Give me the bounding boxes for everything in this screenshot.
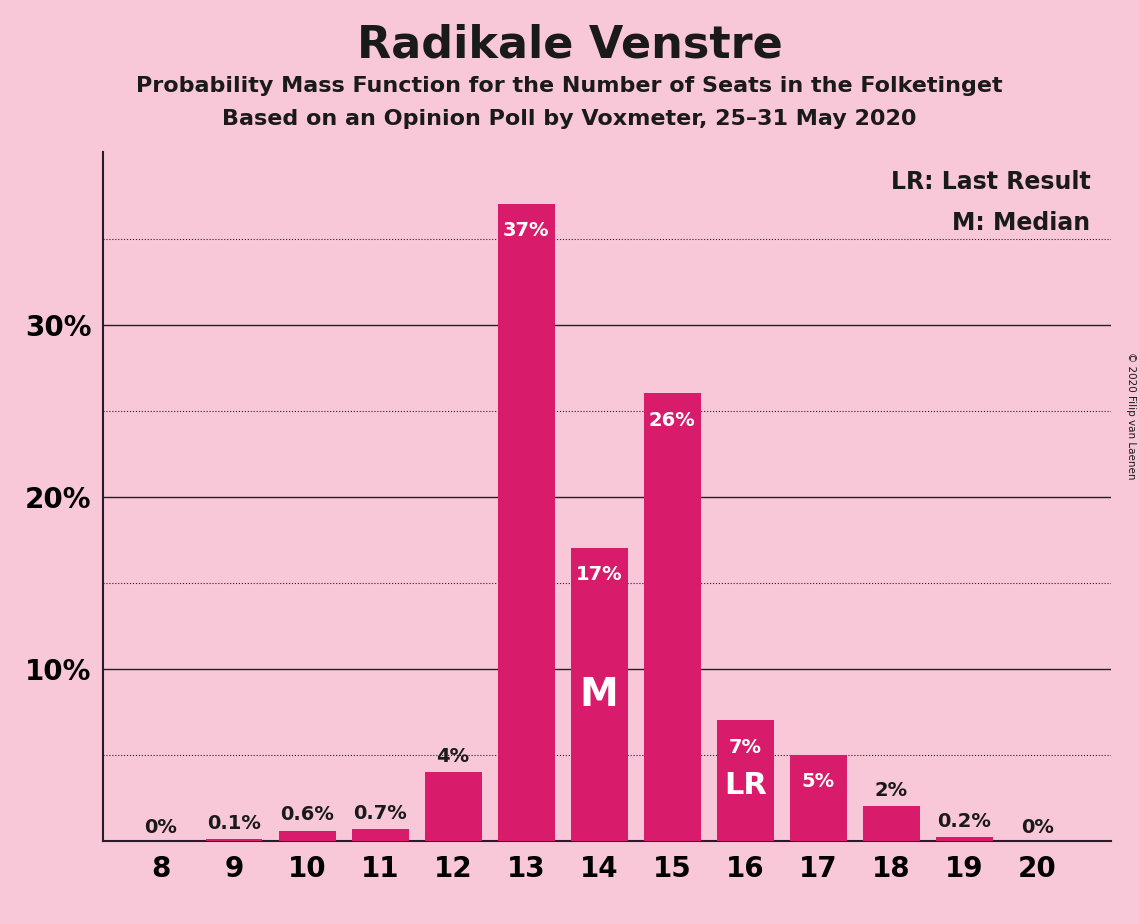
Text: Based on an Opinion Poll by Voxmeter, 25–31 May 2020: Based on an Opinion Poll by Voxmeter, 25…: [222, 109, 917, 129]
Bar: [279, 831, 336, 841]
Text: M: M: [580, 675, 618, 713]
Text: Radikale Venstre: Radikale Venstre: [357, 23, 782, 67]
Bar: [716, 721, 773, 841]
Bar: [205, 839, 262, 841]
Text: 0.7%: 0.7%: [353, 804, 407, 822]
Bar: [425, 772, 482, 841]
Text: LR: LR: [724, 772, 767, 800]
Text: 0.2%: 0.2%: [937, 812, 991, 832]
Text: 0.6%: 0.6%: [280, 806, 334, 824]
Text: 26%: 26%: [649, 410, 696, 430]
Text: 17%: 17%: [576, 565, 623, 585]
Text: 0%: 0%: [145, 818, 178, 836]
Text: © 2020 Filip van Laenen: © 2020 Filip van Laenen: [1126, 352, 1136, 480]
Bar: [498, 204, 555, 841]
Text: 0%: 0%: [1021, 818, 1054, 836]
Bar: [352, 829, 409, 841]
Bar: [789, 755, 846, 841]
Text: 7%: 7%: [729, 737, 762, 757]
Text: 0.1%: 0.1%: [207, 814, 261, 833]
Text: Probability Mass Function for the Number of Seats in the Folketinget: Probability Mass Function for the Number…: [137, 76, 1002, 96]
Text: 5%: 5%: [802, 772, 835, 791]
Bar: [863, 807, 920, 841]
Text: 2%: 2%: [875, 782, 908, 800]
Bar: [936, 837, 993, 841]
Text: 37%: 37%: [503, 222, 549, 240]
Text: M: Median: M: Median: [952, 211, 1090, 235]
Bar: [644, 394, 700, 841]
Bar: [571, 548, 628, 841]
Text: LR: Last Result: LR: Last Result: [891, 170, 1090, 194]
Text: 4%: 4%: [436, 747, 469, 766]
